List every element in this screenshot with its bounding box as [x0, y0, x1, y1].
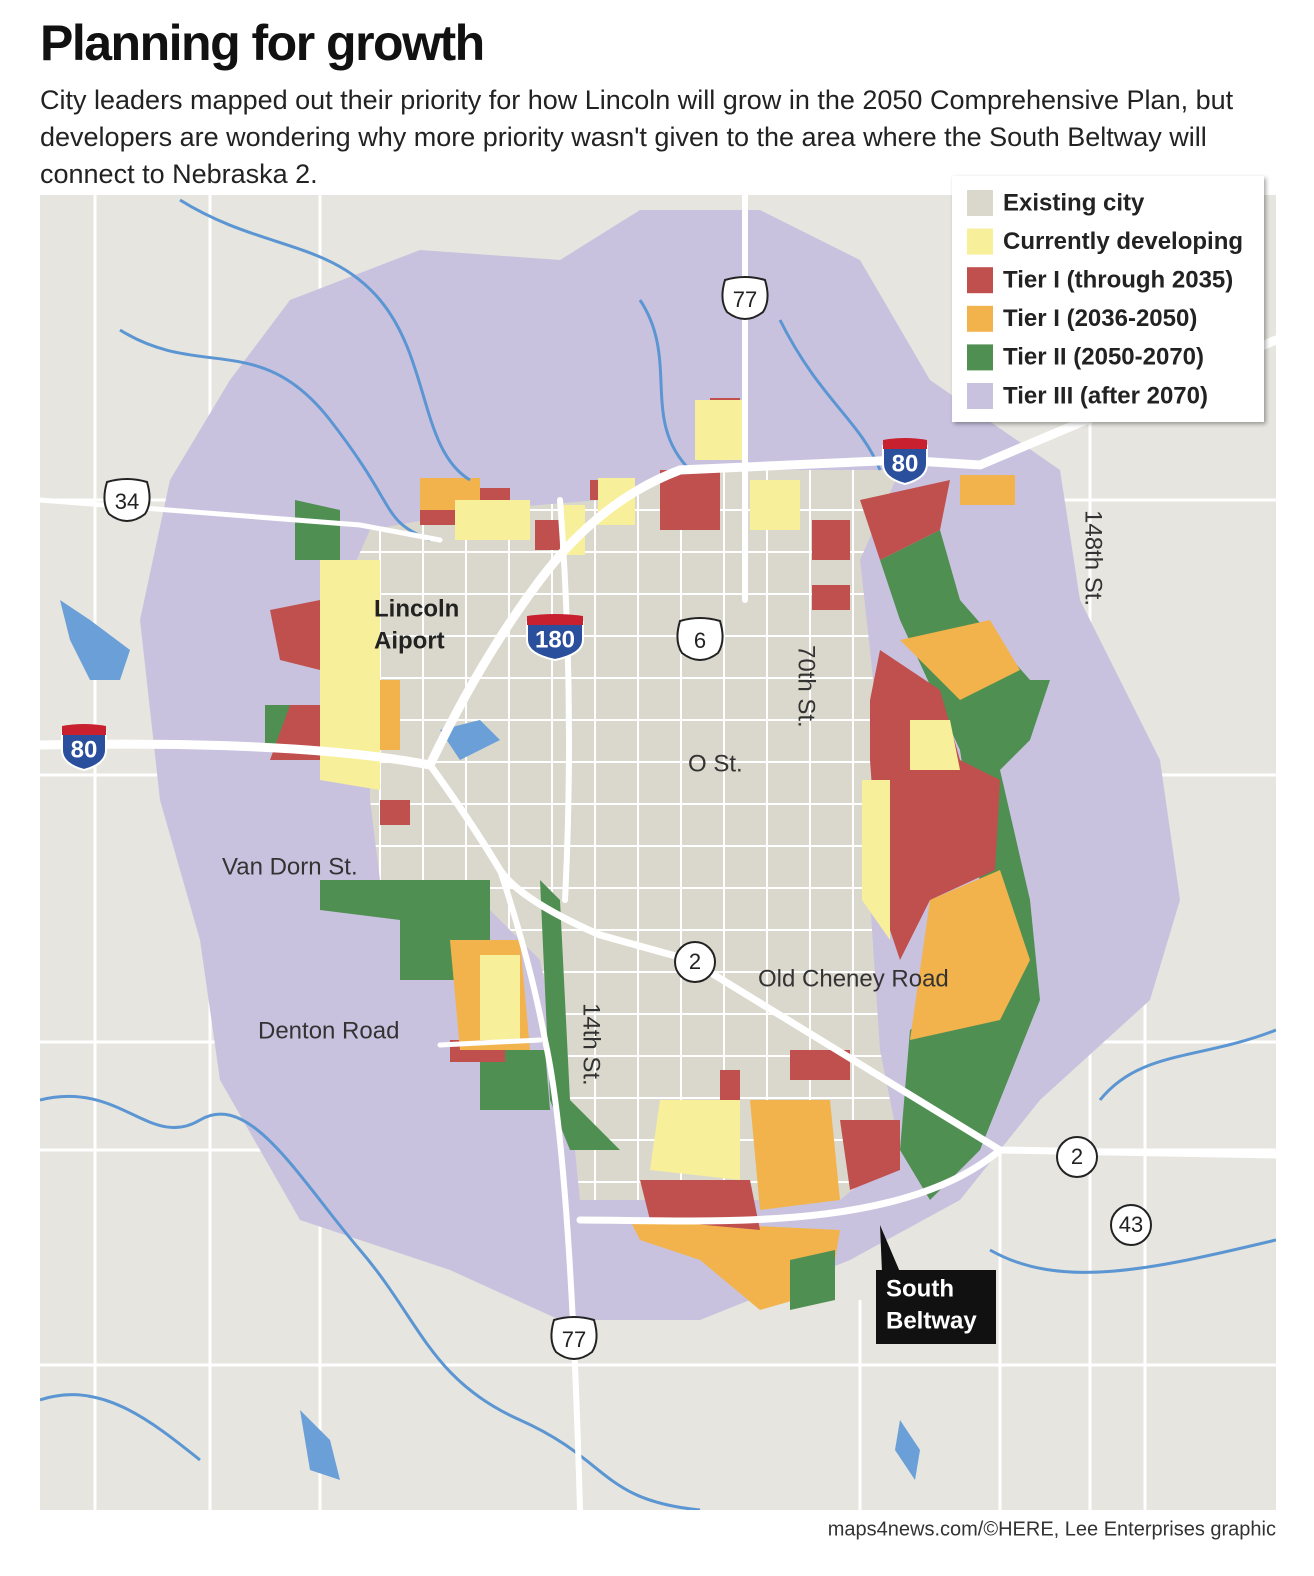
- shield-top: [883, 438, 927, 449]
- street-label: 148th St.: [1080, 510, 1107, 606]
- shield-body: [61, 731, 107, 772]
- rivers: [40, 198, 1276, 1510]
- route-shield: 80: [61, 724, 107, 772]
- street-label: 70th St.: [793, 645, 820, 728]
- legend-swatch: [967, 228, 993, 255]
- airport-label: Aiport: [374, 627, 445, 654]
- shield-label: 2: [689, 949, 701, 974]
- shield-body: [1110, 1204, 1152, 1246]
- map-labels: Lincoln Aiport O St. Van Dorn St. Denton Roa…: [222, 510, 1107, 1086]
- callout: South Beltway: [876, 1225, 996, 1344]
- shield-label: 6: [694, 628, 706, 653]
- route-shield: 77: [721, 276, 769, 320]
- street-label: O St.: [688, 750, 743, 777]
- shield-label: 43: [1119, 1212, 1143, 1237]
- shield-label: 180: [535, 626, 575, 653]
- route-shields: 77 34 80 180 6 80 2 2 43 77: [61, 276, 1152, 1360]
- shield-body: [721, 276, 769, 320]
- shield-body: [103, 478, 151, 522]
- shield-label: 77: [562, 1327, 586, 1352]
- shield-label: 80: [892, 450, 919, 477]
- route-shield: 2: [674, 941, 716, 983]
- shield-body: [676, 617, 724, 661]
- callout-line: South: [886, 1275, 954, 1302]
- route-shield: 6: [676, 617, 724, 661]
- route-shield: 180: [526, 614, 584, 662]
- credit: maps4news.com/©HERE, Lee Enterprises gra…: [828, 1518, 1276, 1540]
- street-label: Van Dorn St.: [222, 853, 358, 880]
- callout-line: Beltway: [886, 1307, 977, 1334]
- existing-city: [330, 470, 900, 1200]
- street-label: 14th St.: [578, 1003, 605, 1086]
- legend-label: Existing city: [1003, 189, 1145, 216]
- legend-label: Currently developing: [1003, 228, 1243, 255]
- street-label: Old Cheney Road: [758, 965, 949, 992]
- shield-body: [550, 1316, 598, 1360]
- map-body: [40, 195, 1276, 1510]
- title: Planning for growth: [40, 15, 485, 71]
- route-shield: 80: [882, 438, 928, 486]
- route-shield: 77: [550, 1316, 598, 1360]
- legend: Existing city Currently developing Tier I …: [952, 176, 1264, 422]
- route-shield: 34: [103, 478, 151, 522]
- legend-swatch: [967, 383, 993, 409]
- shield-top: [527, 614, 583, 625]
- legend-label: Tier I (2036-2050): [1003, 305, 1197, 332]
- legend-label: Tier III (after 2070): [1003, 382, 1208, 409]
- shield-label: 2: [1071, 1144, 1083, 1169]
- shield-label: 80: [71, 736, 98, 763]
- legend-label: Tier II (2050-2070): [1003, 344, 1204, 371]
- subtitle: City leaders mapped out their priority f…: [40, 85, 1234, 189]
- route-shield: 2: [1056, 1136, 1098, 1178]
- shield-top: [62, 724, 106, 735]
- legend-swatch: [967, 190, 993, 216]
- shield-body: [1056, 1136, 1098, 1178]
- route-shield: 43: [1110, 1204, 1152, 1246]
- shield-label: 34: [115, 489, 139, 514]
- shield-body: [526, 621, 584, 662]
- shield-body: [882, 445, 928, 486]
- legend-label: Tier I (through 2035): [1003, 267, 1233, 294]
- legend-swatch: [967, 344, 993, 371]
- shield-body: [674, 941, 716, 983]
- legend-swatch: [967, 305, 993, 332]
- airport-label: Lincoln: [374, 595, 459, 622]
- shield-label: 77: [733, 287, 757, 312]
- street-label: Denton Road: [258, 1017, 399, 1044]
- legend-swatch: [967, 267, 993, 294]
